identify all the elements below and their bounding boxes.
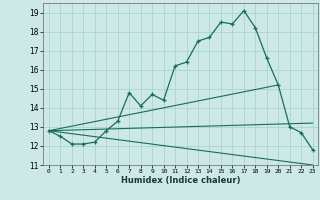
X-axis label: Humidex (Indice chaleur): Humidex (Indice chaleur)	[121, 176, 241, 185]
